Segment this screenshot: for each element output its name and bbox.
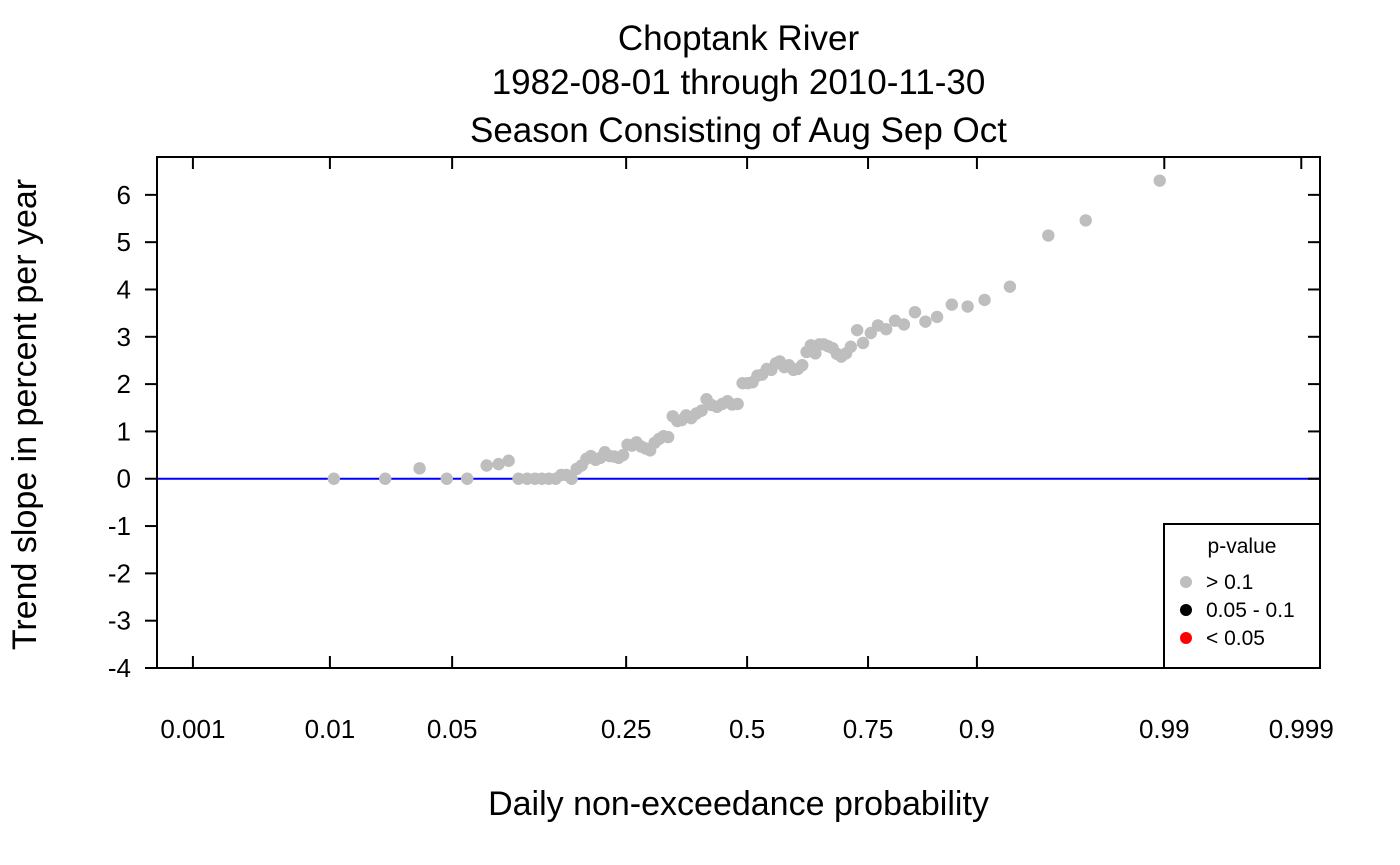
data-point bbox=[731, 397, 744, 411]
data-point bbox=[695, 404, 708, 417]
data-point bbox=[908, 305, 922, 319]
chart-title-line-1: Choptank River bbox=[618, 19, 860, 58]
y-tick-label: -2 bbox=[108, 558, 131, 588]
plot-frame bbox=[156, 156, 1321, 669]
legend-marker bbox=[1180, 604, 1192, 616]
y-tick-label: 2 bbox=[117, 369, 131, 399]
data-point bbox=[856, 336, 870, 350]
data-points bbox=[327, 174, 1166, 485]
y-tick-label: 0 bbox=[117, 464, 131, 494]
data-point bbox=[440, 472, 453, 485]
data-point bbox=[978, 293, 991, 307]
data-point bbox=[1003, 280, 1017, 293]
legend-marker bbox=[1180, 632, 1192, 644]
x-axis: 0.001 0.01 0.05 0.25 0.5 0.75 0.9 0.99 0.999 bbox=[160, 157, 1334, 744]
data-point bbox=[327, 472, 341, 485]
data-point bbox=[945, 298, 959, 311]
y-tick-label: 3 bbox=[117, 322, 131, 352]
legend-label: > 0.1 bbox=[1206, 571, 1253, 594]
legend-label: < 0.05 bbox=[1206, 627, 1265, 650]
data-point bbox=[512, 472, 525, 485]
data-point bbox=[879, 323, 893, 336]
data-point bbox=[413, 462, 426, 475]
x-tick-label: 0.001 bbox=[160, 714, 225, 744]
x-tick-label: 0.9 bbox=[959, 714, 995, 744]
data-point bbox=[480, 459, 493, 472]
y-axis: 6 5 4 3 2 1 0 -1 -2 -3 -4 bbox=[108, 180, 1320, 683]
legend-entries: > 0.1 0.05 - 0.1 < 0.05 bbox=[1180, 571, 1295, 650]
y-tick-label: 1 bbox=[117, 416, 131, 446]
legend-title: p-value bbox=[1208, 535, 1277, 558]
data-point bbox=[1042, 229, 1055, 242]
data-point bbox=[661, 430, 675, 444]
x-axis-label: Daily non-exceedance probability bbox=[488, 785, 989, 823]
x-tick-label: 0.999 bbox=[1269, 714, 1334, 744]
chart-title-line-2: 1982-08-01 through 2010-11-30 bbox=[492, 63, 986, 102]
data-point bbox=[379, 472, 392, 485]
x-tick-label: 0.25 bbox=[601, 714, 652, 744]
x-tick-label: 0.05 bbox=[427, 714, 478, 744]
legend-marker bbox=[1180, 576, 1192, 588]
data-point bbox=[502, 454, 515, 467]
x-tick-label: 0.01 bbox=[305, 714, 356, 744]
y-tick-label: -1 bbox=[108, 511, 131, 541]
data-point bbox=[492, 457, 505, 471]
data-point bbox=[919, 315, 932, 328]
data-point bbox=[616, 448, 630, 462]
x-tick-label: 0.5 bbox=[729, 714, 765, 744]
data-point bbox=[897, 318, 911, 331]
data-point bbox=[796, 358, 809, 372]
data-point bbox=[565, 472, 578, 485]
data-point bbox=[930, 310, 944, 324]
legend: p-value > 0.1 0.05 - 0.1 < 0.05 bbox=[1163, 523, 1321, 669]
x-tick-label: 0.99 bbox=[1139, 714, 1190, 744]
legend-label: 0.05 - 0.1 bbox=[1206, 599, 1295, 622]
chart-title: Choptank River 1982-08-01 through 2010-1… bbox=[470, 19, 1007, 150]
y-tick-label: 6 bbox=[117, 180, 131, 210]
data-point bbox=[850, 323, 864, 337]
data-point bbox=[961, 300, 974, 313]
data-point bbox=[1153, 174, 1166, 187]
x-tick-label: 0.75 bbox=[843, 714, 894, 744]
y-axis-label: Trend slope in percent per year bbox=[6, 179, 44, 650]
chart-title-line-3: Season Consisting of Aug Sep Oct bbox=[470, 111, 1007, 150]
legend-box bbox=[1163, 523, 1321, 669]
y-tick-label: 4 bbox=[117, 274, 131, 304]
data-point bbox=[461, 472, 474, 485]
y-tick-label: 5 bbox=[117, 227, 131, 257]
y-tick-label: -4 bbox=[108, 653, 131, 683]
data-point bbox=[1079, 214, 1092, 227]
data-point bbox=[844, 340, 858, 353]
y-tick-label: -3 bbox=[108, 606, 131, 636]
